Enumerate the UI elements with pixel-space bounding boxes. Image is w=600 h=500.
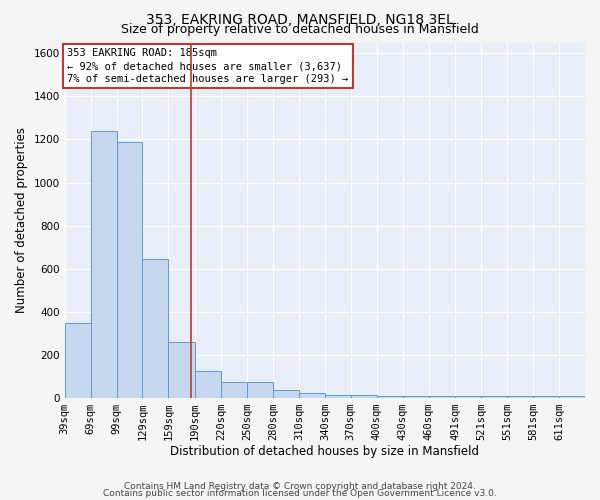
Bar bbox=[559, 396, 585, 398]
Bar bbox=[351, 394, 377, 398]
Text: Contains HM Land Registry data © Crown copyright and database right 2024.: Contains HM Land Registry data © Crown c… bbox=[124, 482, 476, 491]
Bar bbox=[142, 259, 169, 398]
Bar bbox=[221, 382, 247, 398]
X-axis label: Distribution of detached houses by size in Mansfield: Distribution of detached houses by size … bbox=[170, 444, 479, 458]
Bar bbox=[65, 322, 91, 398]
Bar bbox=[116, 142, 142, 398]
Y-axis label: Number of detached properties: Number of detached properties bbox=[15, 127, 28, 313]
Text: Size of property relative to detached houses in Mansfield: Size of property relative to detached ho… bbox=[121, 22, 479, 36]
Bar bbox=[403, 396, 428, 398]
Bar bbox=[533, 396, 559, 398]
Bar bbox=[247, 382, 273, 398]
Bar bbox=[455, 396, 481, 398]
Bar bbox=[299, 392, 325, 398]
Bar bbox=[428, 396, 455, 398]
Bar bbox=[273, 390, 299, 398]
Text: Contains public sector information licensed under the Open Government Licence v3: Contains public sector information licen… bbox=[103, 489, 497, 498]
Text: 353 EAKRING ROAD: 185sqm
← 92% of detached houses are smaller (3,637)
7% of semi: 353 EAKRING ROAD: 185sqm ← 92% of detach… bbox=[67, 48, 349, 84]
Bar bbox=[325, 394, 351, 398]
Bar bbox=[481, 396, 507, 398]
Bar bbox=[377, 396, 403, 398]
Bar bbox=[169, 342, 195, 398]
Bar bbox=[91, 131, 116, 398]
Text: 353, EAKRING ROAD, MANSFIELD, NG18 3EL: 353, EAKRING ROAD, MANSFIELD, NG18 3EL bbox=[146, 12, 454, 26]
Bar bbox=[507, 396, 533, 398]
Bar bbox=[195, 371, 221, 398]
